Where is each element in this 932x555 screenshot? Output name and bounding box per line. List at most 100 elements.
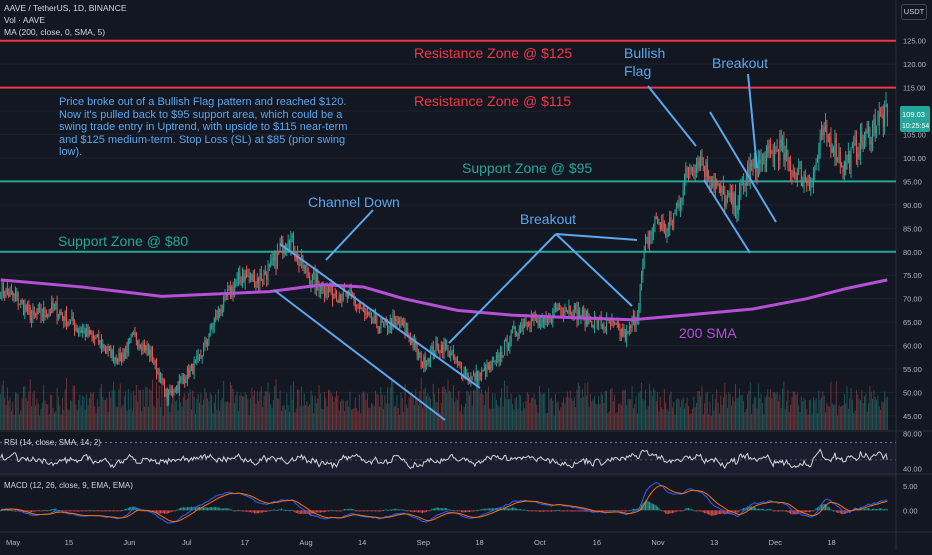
candle-body	[142, 343, 144, 352]
volume-bar	[86, 394, 88, 430]
candle-body	[693, 170, 695, 173]
currency-button[interactable]: USDT	[901, 4, 927, 20]
candle-body	[428, 358, 430, 363]
candle-body	[8, 292, 10, 297]
volume-bar	[749, 382, 751, 430]
macd-histogram-bar	[442, 508, 444, 511]
volume-bar	[190, 409, 192, 430]
candle-body	[172, 390, 174, 394]
candle-body	[130, 336, 132, 339]
candle-body	[217, 309, 219, 318]
volume-bar	[714, 398, 716, 430]
volume-bar	[303, 393, 305, 430]
candle-body	[737, 204, 739, 214]
candle-body	[268, 264, 270, 267]
macd-histogram-bar	[122, 509, 124, 511]
macd-histogram-bar	[322, 510, 324, 513]
volume-bar	[589, 393, 591, 430]
macd-histogram-bar	[385, 509, 387, 511]
macd-histogram-bar	[428, 510, 430, 512]
candle-body	[778, 151, 779, 161]
macd-histogram-bar	[156, 510, 157, 513]
x-tick-label: Nov	[651, 538, 665, 547]
candle-body	[588, 317, 590, 324]
macd-histogram-bar	[344, 509, 346, 511]
macd-histogram-bar	[129, 507, 131, 511]
macd-histogram-bar	[291, 509, 293, 511]
macd-histogram-bar	[717, 510, 719, 515]
volume-bar	[670, 391, 672, 430]
volume-bar	[573, 397, 575, 430]
volume-bar	[129, 409, 131, 430]
volume-bar	[667, 411, 669, 430]
volume-bar	[475, 385, 477, 430]
macd-histogram-bar	[483, 508, 485, 511]
candle-body	[252, 274, 254, 281]
volume-bar	[160, 406, 162, 430]
macd-histogram-bar	[332, 510, 333, 512]
candle-body	[631, 319, 633, 328]
volume-bar	[839, 406, 841, 430]
volume-bar	[388, 403, 390, 430]
macd-histogram-bar	[862, 509, 864, 511]
x-tick-label: 18	[475, 538, 483, 547]
volume-bar	[432, 383, 434, 430]
volume-bar	[847, 408, 849, 430]
macd-histogram-bar	[817, 507, 818, 511]
macd-histogram-bar	[255, 510, 257, 514]
macd-histogram-bar	[791, 510, 793, 515]
macd-histogram-bar	[579, 510, 581, 512]
volume-bar	[528, 394, 530, 430]
macd-histogram-bar	[701, 510, 703, 512]
volume-bar	[221, 398, 223, 430]
macd-histogram-bar	[475, 510, 477, 512]
candle-body	[815, 162, 817, 170]
volume-bar	[752, 404, 754, 430]
macd-histogram-bar	[301, 510, 303, 514]
macd-histogram-bar	[403, 509, 405, 511]
candle-body	[154, 360, 156, 364]
macd-histogram-bar	[260, 510, 262, 513]
volume-bar	[380, 387, 382, 430]
volume-bar	[319, 393, 321, 430]
volume-bar	[538, 385, 540, 430]
volume-bar	[379, 406, 380, 430]
macd-histogram-bar	[517, 509, 519, 511]
candle-body	[524, 320, 526, 325]
volume-bar	[458, 390, 460, 430]
volume-bar	[189, 389, 191, 430]
candle-body	[364, 311, 366, 314]
candle-body	[739, 188, 741, 205]
volume-bar	[779, 394, 781, 430]
macd-histogram-bar	[317, 510, 319, 513]
macd-histogram-bar	[584, 510, 586, 512]
candle-body	[528, 324, 530, 326]
macd-histogram-bar	[533, 510, 535, 512]
macd-histogram-bar	[768, 508, 770, 511]
volume-bar	[314, 395, 316, 430]
volume-bar	[40, 408, 42, 430]
candle-body	[165, 388, 167, 396]
candle-body	[532, 317, 534, 322]
macd-histogram-bar	[718, 510, 720, 514]
volume-bar	[620, 405, 622, 430]
macd-histogram-bar	[166, 510, 168, 514]
breakout-label-2: Breakout	[712, 55, 768, 71]
volume-bar	[467, 391, 469, 430]
macd-histogram-bar	[534, 510, 536, 512]
volume-bar	[560, 407, 562, 430]
macd-histogram-bar	[553, 510, 555, 512]
volume-bar	[650, 390, 652, 430]
macd-histogram-bar	[345, 508, 347, 511]
candle-body	[70, 319, 71, 324]
candle-body	[567, 310, 569, 313]
macd-histogram-bar	[712, 510, 714, 516]
rsi-title: RSI (14, close, SMA, 14, 2)	[4, 438, 101, 447]
symbol-title: AAVE / TetherUS, 1D, BINANCE	[4, 3, 127, 13]
candle-body	[196, 356, 198, 360]
candle-body	[446, 345, 448, 347]
support-80-label: Support Zone @ $80	[58, 233, 188, 249]
volume-bar	[725, 394, 727, 430]
